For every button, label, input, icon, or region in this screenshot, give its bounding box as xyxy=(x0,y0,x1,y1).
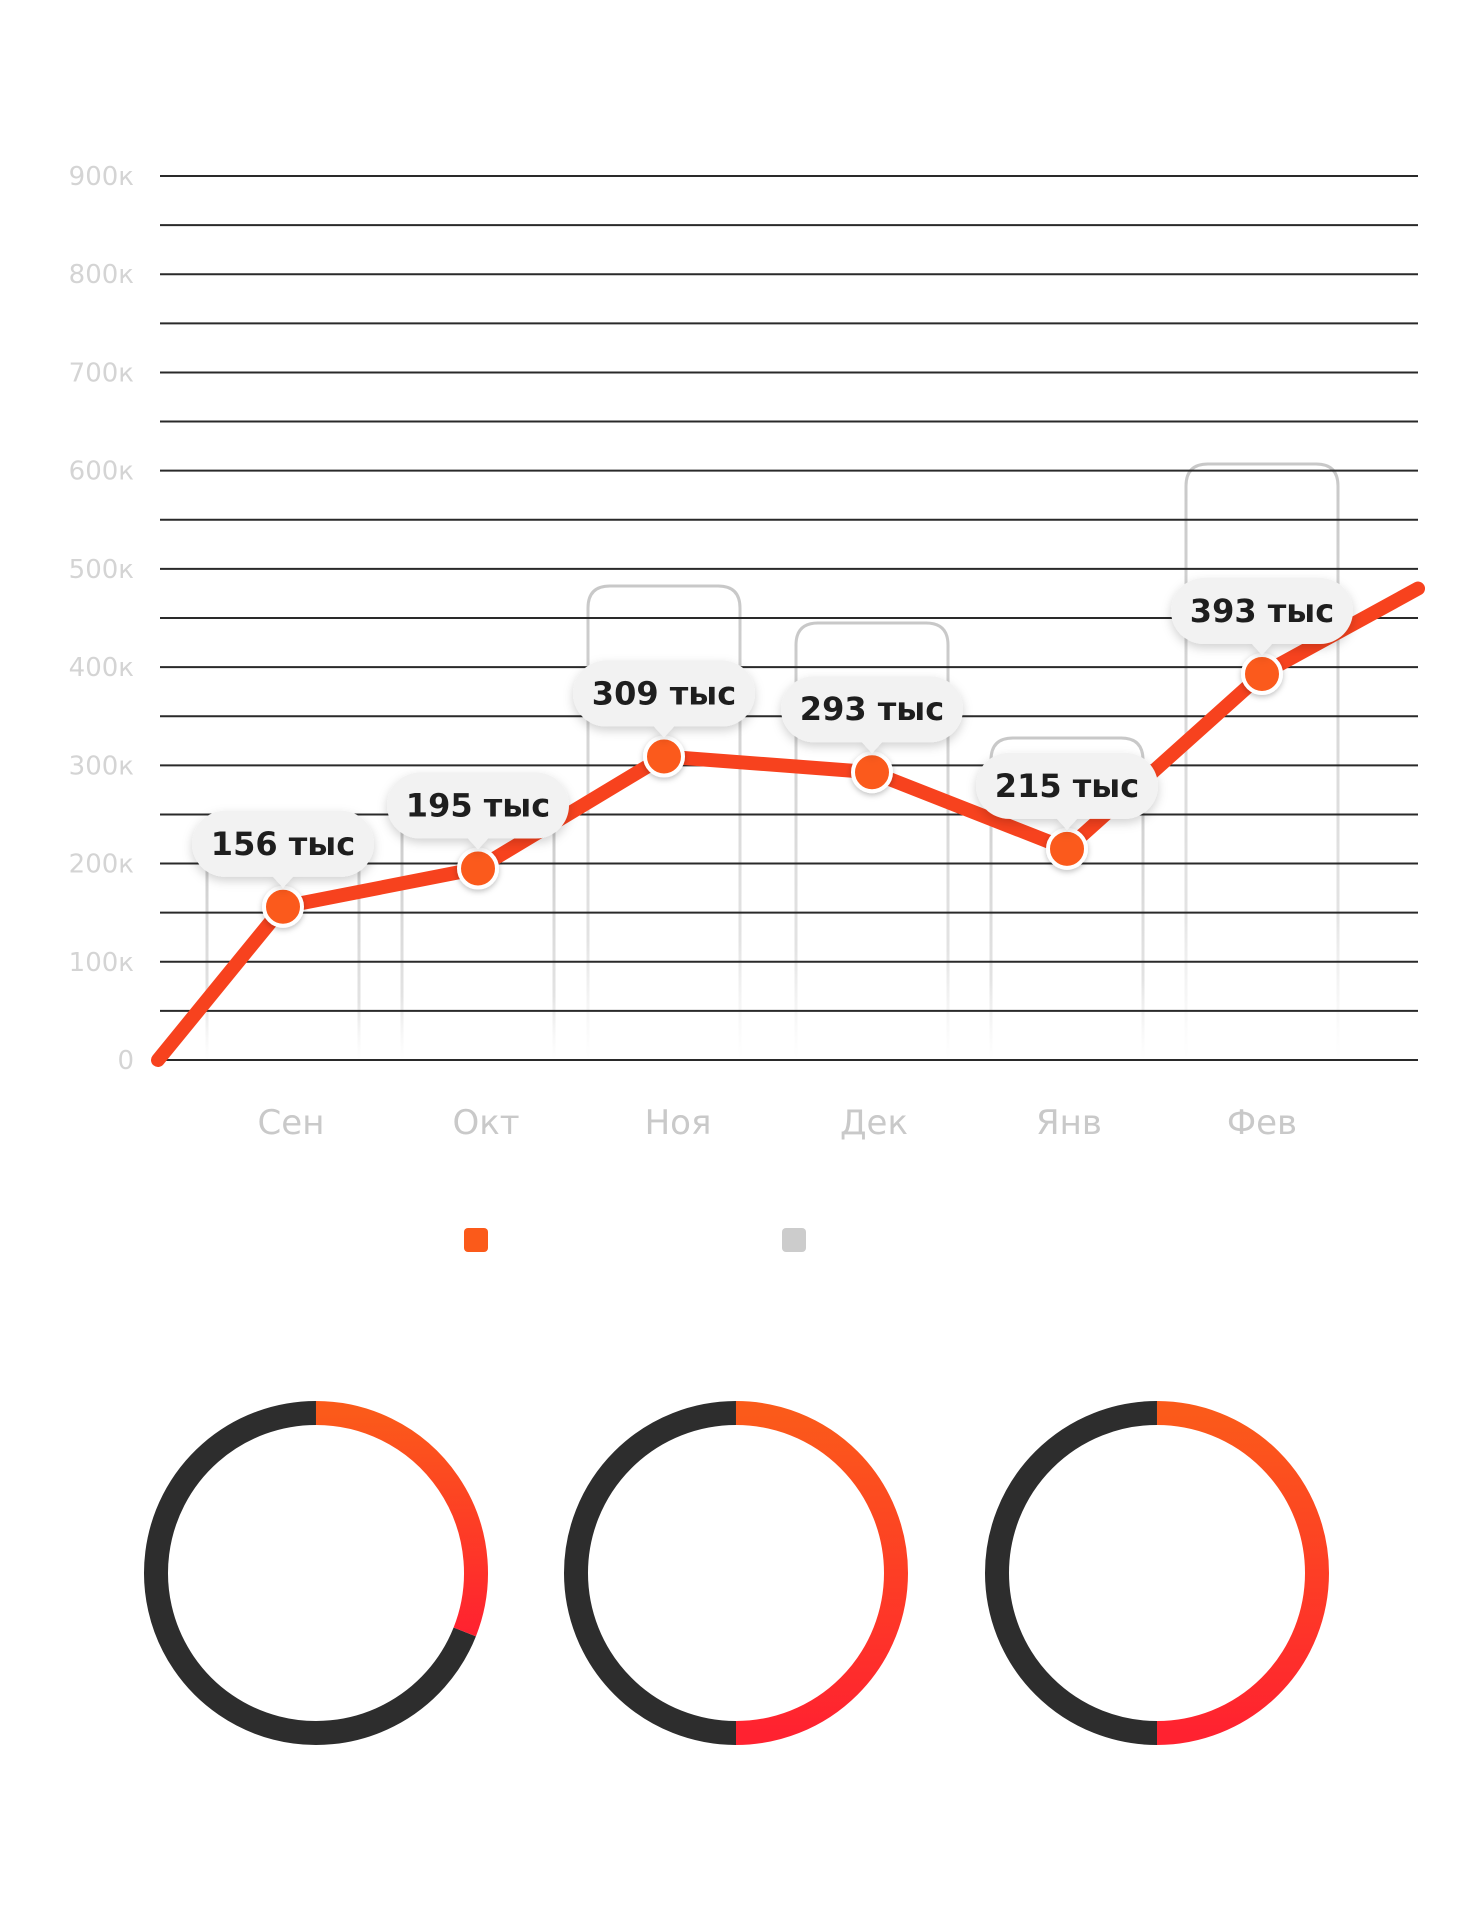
y-tick-label: 0 xyxy=(117,1046,134,1076)
y-tick-label: 800к xyxy=(69,260,134,290)
donut-track-arc xyxy=(144,1401,476,1745)
donut-highlight-arc xyxy=(1156,1401,1329,1745)
data-label: 293 тыс xyxy=(800,690,944,728)
y-tick-label: 500к xyxy=(69,555,134,585)
x-tick-label: Ноя xyxy=(645,1103,712,1143)
data-label: 195 тыс xyxy=(406,786,550,824)
data-label: 393 тыс xyxy=(1190,592,1334,630)
y-tick-label: 600к xyxy=(69,457,134,487)
legend-swatch xyxy=(782,1228,806,1252)
donut-track-arc xyxy=(984,1401,1158,1745)
donut-track-arc xyxy=(563,1401,737,1745)
y-tick-label: 900к xyxy=(69,162,134,192)
legend xyxy=(464,1228,806,1252)
data-label-bubble xyxy=(192,810,375,888)
donut-highlight-arc xyxy=(315,1401,488,1637)
data-label-bubble xyxy=(573,660,755,738)
data-point xyxy=(643,735,685,778)
data-point xyxy=(1241,652,1283,695)
series-line-path xyxy=(151,581,1425,1067)
donut-highlight-arc xyxy=(735,1401,908,1745)
data-label: 215 тыс xyxy=(995,767,1139,805)
data-label-bubble xyxy=(387,772,569,850)
data-point xyxy=(457,847,499,890)
data-point xyxy=(851,751,893,794)
data-label: 156 тыс xyxy=(211,825,355,863)
donut-charts xyxy=(144,1401,1329,1745)
x-tick-label: Фев xyxy=(1227,1103,1297,1143)
column-highlight xyxy=(586,584,742,1060)
y-axis-ticks: 0 100к 200к 300к 400к 500к 600к 700к 800к 900к xyxy=(69,162,134,1076)
x-tick-label: Сен xyxy=(258,1103,325,1143)
column-highlight xyxy=(794,621,950,1060)
x-tick-label: Окт xyxy=(452,1103,519,1143)
legend-swatch xyxy=(464,1228,488,1252)
x-axis-ticks: Сен Окт Ноя Дек Янв Фев xyxy=(258,1103,1298,1143)
data-labels: 156 тыс 195 тыс 309 тыс 293 тыс 215 тыс 393 т… xyxy=(192,577,1353,888)
data-label-bubble xyxy=(1171,577,1353,655)
y-tick-label: 700к xyxy=(69,358,134,388)
x-tick-label: Янв xyxy=(1036,1103,1102,1143)
column-highlight xyxy=(1184,462,1340,1060)
data-point xyxy=(262,885,304,928)
series-line xyxy=(151,581,1425,1067)
data-label-bubble xyxy=(976,752,1159,830)
data-point xyxy=(1046,827,1088,870)
x-tick-label: Дек xyxy=(840,1103,908,1143)
column-highlight xyxy=(989,736,1145,1060)
series-points xyxy=(262,652,1283,928)
y-tick-label: 100к xyxy=(69,948,134,978)
data-label: 309 тыс xyxy=(592,674,736,712)
data-label-bubble xyxy=(781,676,964,754)
y-tick-label: 400к xyxy=(69,653,134,683)
y-tick-label: 200к xyxy=(69,850,134,880)
y-tick-label: 300к xyxy=(69,751,134,781)
